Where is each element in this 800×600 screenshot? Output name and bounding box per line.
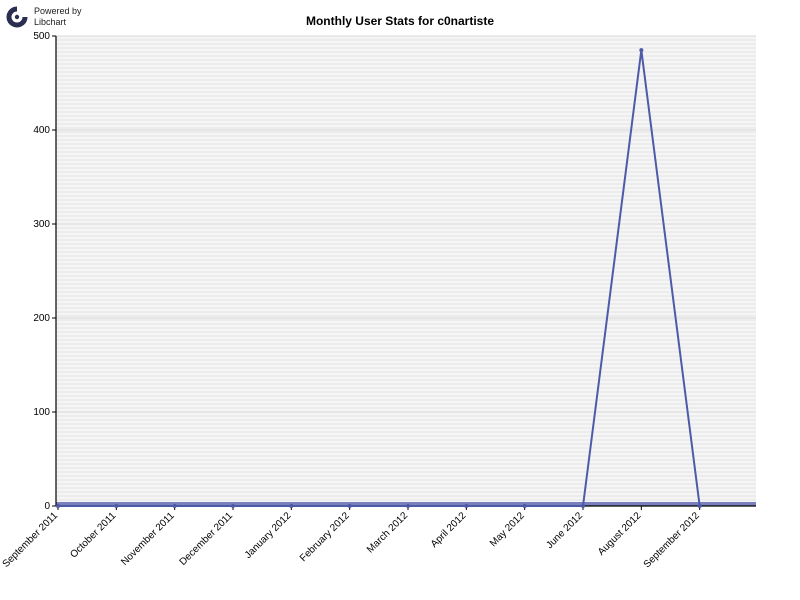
x-axis-label: August 2012 xyxy=(596,510,644,558)
svg-text:200: 200 xyxy=(33,313,50,324)
svg-text:0: 0 xyxy=(44,501,50,512)
svg-text:500: 500 xyxy=(33,31,50,42)
x-axis-label: November 2011 xyxy=(119,510,177,568)
x-axis-label: June 2012 xyxy=(544,510,585,551)
x-axis-label: March 2012 xyxy=(365,510,410,555)
svg-text:400: 400 xyxy=(33,125,50,136)
x-axis-label: April 2012 xyxy=(429,510,469,550)
x-axis-label: October 2011 xyxy=(68,510,118,560)
x-axis-label: February 2012 xyxy=(298,510,352,564)
svg-text:100: 100 xyxy=(33,407,50,418)
svg-text:300: 300 xyxy=(33,219,50,230)
x-axis-label: December 2011 xyxy=(178,510,236,568)
x-axis-label: September 2011 xyxy=(1,510,61,570)
line-chart: 0 100 200 300 400 500 September 2011October 20… xyxy=(0,0,800,600)
x-axis-label: May 2012 xyxy=(488,510,527,549)
x-axis-label: September 2012 xyxy=(642,510,702,570)
x-axis-label: January 2012 xyxy=(243,510,294,561)
